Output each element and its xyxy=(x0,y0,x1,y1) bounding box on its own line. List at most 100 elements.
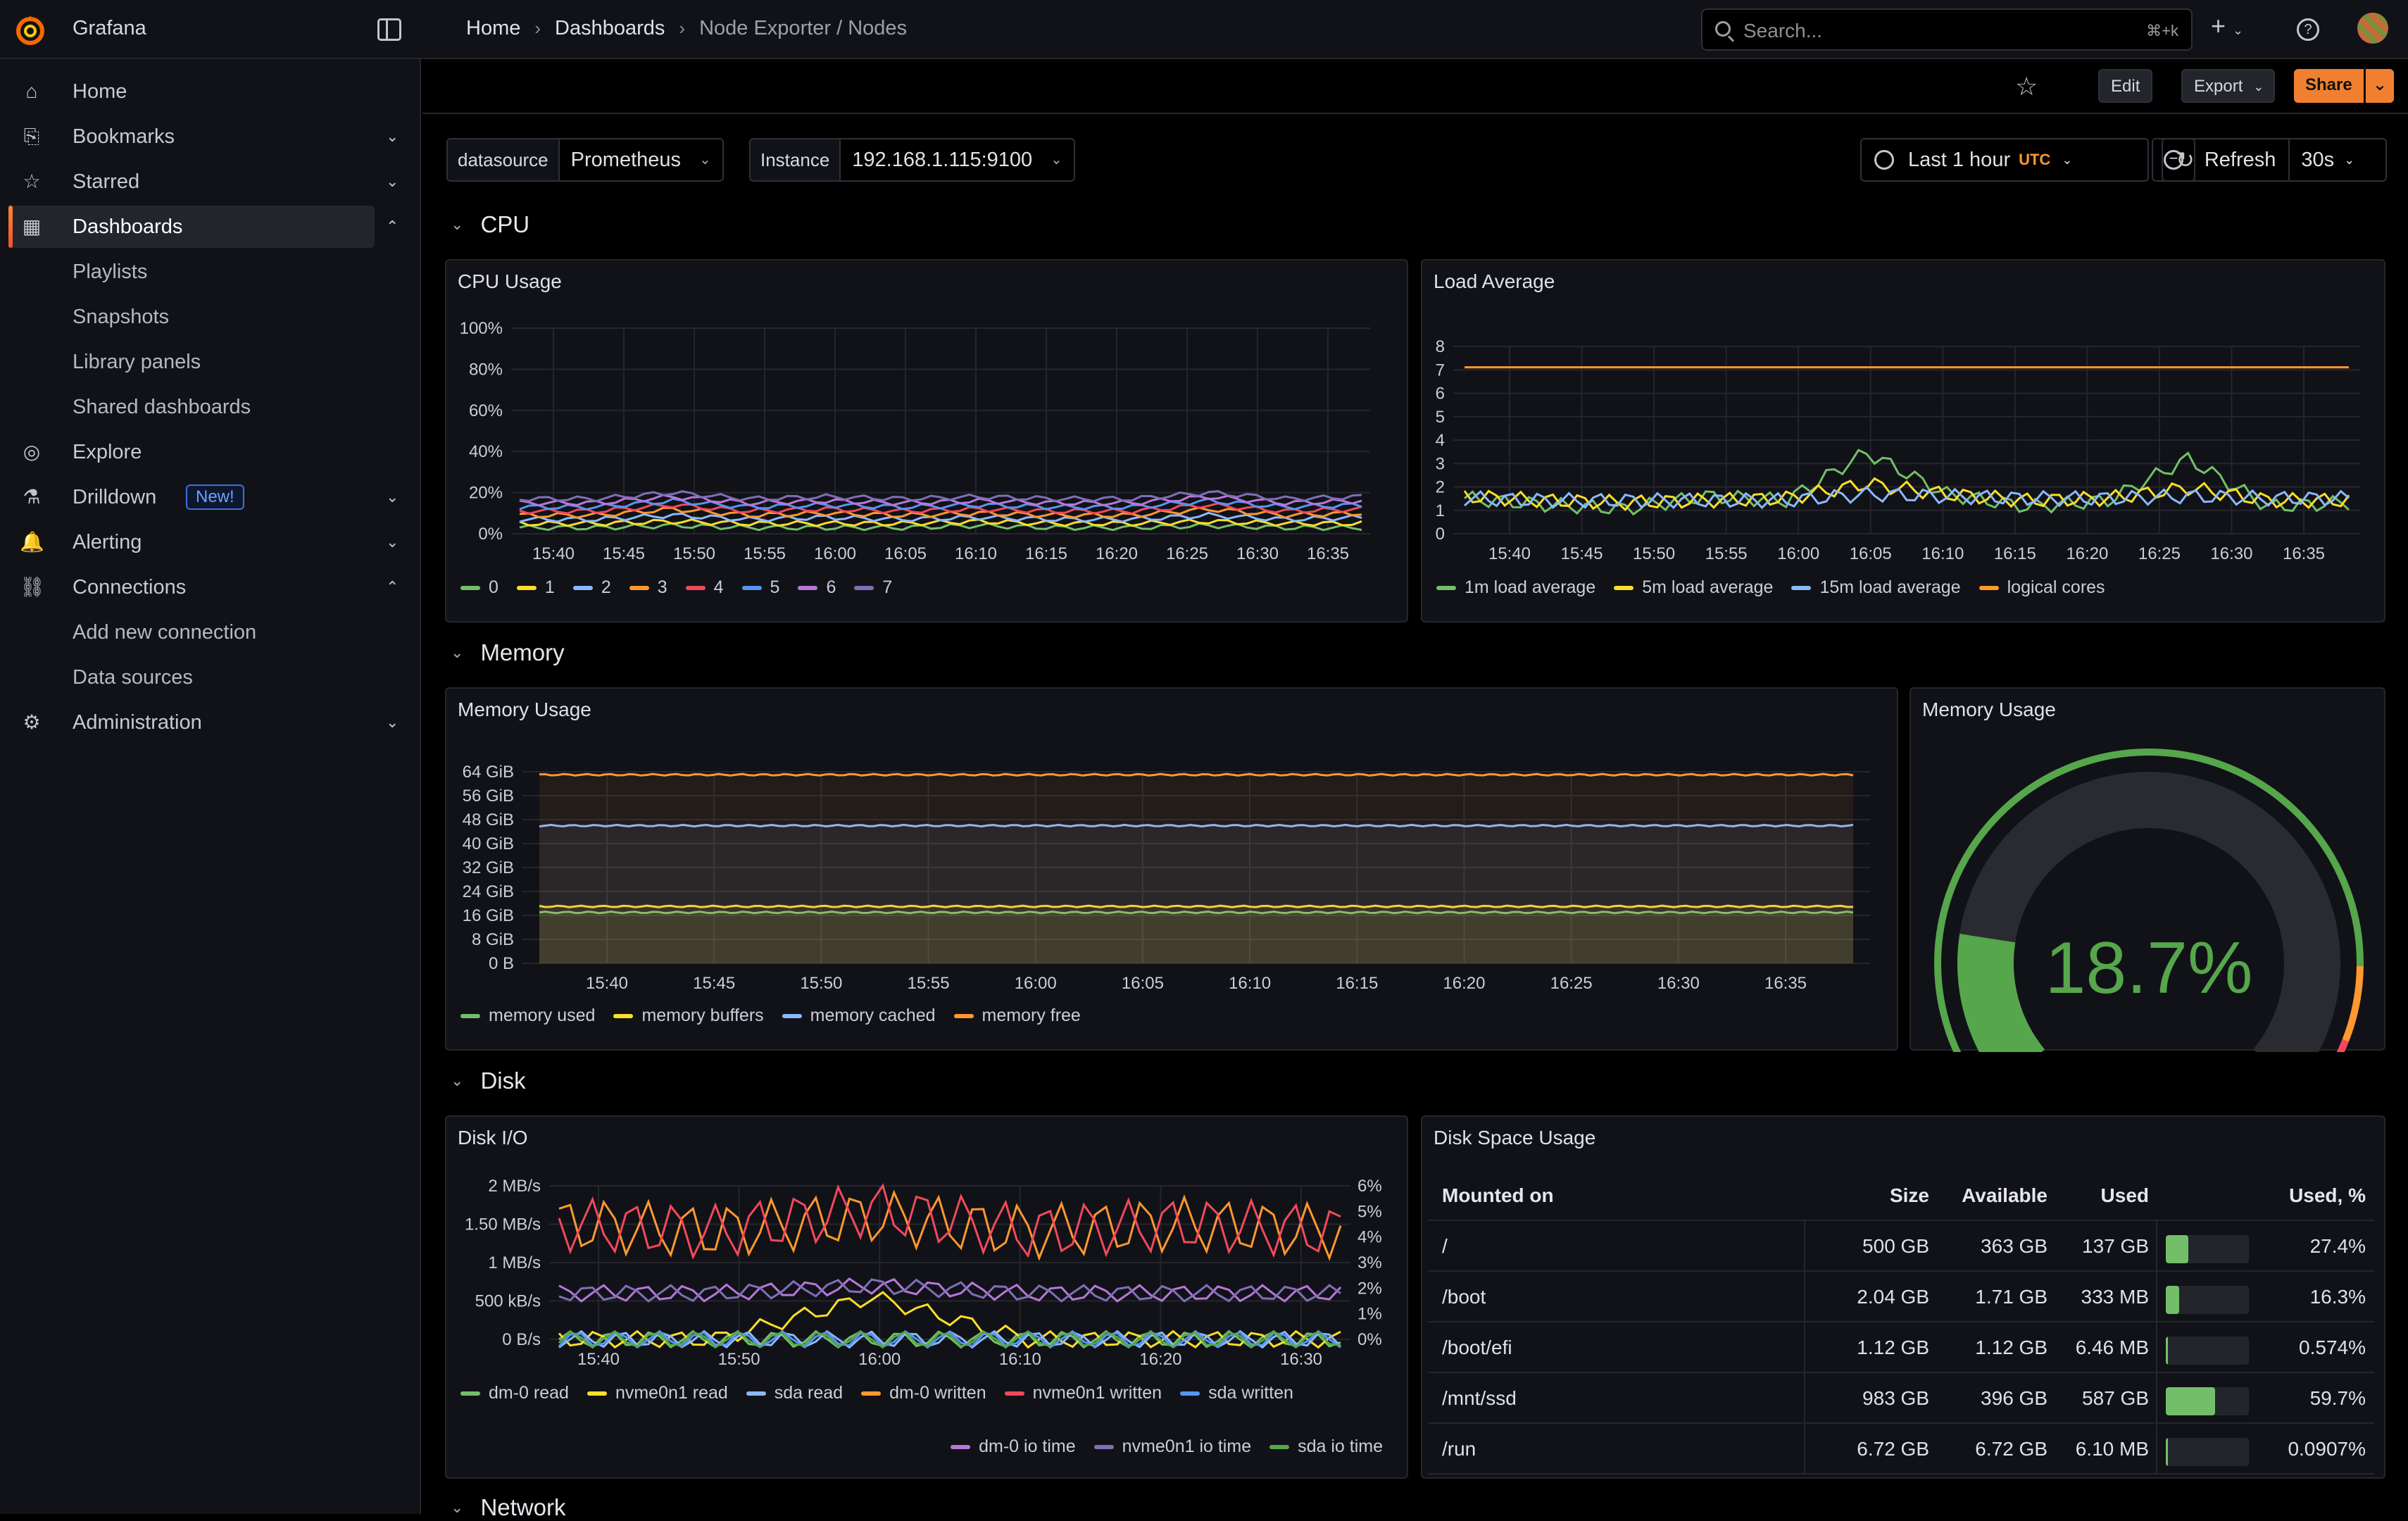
panel-disk-io[interactable]: Disk I/O 2 MB/s 1.50 MB/s 1 MB/s 500 kB/s 0 … xyxy=(445,1115,1408,1479)
sidebar-item-bookmarks[interactable]: ⎘ Bookmarks ⌄ xyxy=(0,115,408,158)
table-row[interactable]: /boot/efi 1.12 GB 1.12 GB 6.46 MB 0.574% xyxy=(1428,1322,2374,1373)
table-row[interactable]: / 500 GB 363 GB 137 GB 27.4% xyxy=(1428,1221,2374,1272)
legend-item[interactable]: sda read xyxy=(746,1383,843,1403)
legend-item[interactable]: sda io time xyxy=(1269,1436,1383,1457)
column-header[interactable]: Mounted on xyxy=(1442,1184,1554,1206)
legend-item[interactable]: 7 xyxy=(854,577,892,598)
legend-item[interactable]: sda written xyxy=(1180,1383,1293,1403)
legend-item[interactable]: memory cached xyxy=(782,1006,936,1026)
sidebar-item-data-sources[interactable]: Data sources xyxy=(0,656,408,699)
row-network[interactable]: ⌄ Network xyxy=(451,1494,565,1521)
panel-cpu-usage[interactable]: CPU Usage 100% 80% 60% 40% 20% 0% 15:40 15:45 15… xyxy=(445,259,1408,622)
chevron-down-icon[interactable]: ⌄ xyxy=(386,127,399,145)
share-dropdown-chevron-icon[interactable]: ⌄ xyxy=(2364,69,2394,103)
panel-load-average[interactable]: Load Average 8 7 6 5 4 3 2 1 0 15:40 15:45 15:50 15:… xyxy=(1421,259,2385,622)
x-tick-label: 16:00 xyxy=(814,544,856,563)
sidebar-item-library-panels[interactable]: Library panels xyxy=(0,341,408,383)
chevron-up-icon[interactable]: ⌃ xyxy=(386,578,399,596)
breadcrumb-home[interactable]: Home xyxy=(466,17,521,39)
series-area xyxy=(539,911,1853,963)
avatar[interactable] xyxy=(2357,13,2388,44)
variable-instance[interactable]: Instance 192.168.1.115:9100 ⌄ xyxy=(749,138,1075,182)
panel-memory-gauge[interactable]: Memory Usage 18.7% xyxy=(1910,687,2385,1052)
legend-item[interactable]: 0 xyxy=(460,577,498,598)
legend-item[interactable]: memory used xyxy=(460,1006,595,1026)
panel-disk-space[interactable]: Disk Space Usage Mounted on Size Available… xyxy=(1421,1115,2385,1479)
sidebar-item-starred[interactable]: ☆ Starred ⌄ xyxy=(0,161,408,203)
legend-item[interactable]: dm-0 written xyxy=(861,1383,986,1403)
chevron-up-icon[interactable]: ⌃ xyxy=(386,218,399,235)
sidebar-item-explore[interactable]: ◎ Explore xyxy=(0,431,408,473)
refresh-button[interactable]: Refresh xyxy=(2204,148,2276,171)
sidebar-item-shared-dashboards[interactable]: Shared dashboards xyxy=(0,386,408,428)
legend-item[interactable]: 3 xyxy=(629,577,667,598)
legend-item[interactable]: 4 xyxy=(685,577,724,598)
breadcrumb-dashboards[interactable]: Dashboards xyxy=(555,17,665,39)
legend-item[interactable]: 5m load average xyxy=(1614,577,1773,598)
legend-item[interactable]: dm-0 io time xyxy=(951,1436,1076,1457)
star-icon[interactable]: ☆ xyxy=(2015,72,2038,101)
grafana-logo-icon[interactable] xyxy=(14,14,46,46)
legend-item[interactable]: nvme0n1 written xyxy=(1004,1383,1162,1403)
column-divider xyxy=(1804,1373,1805,1424)
search-shortcut: ⌘+k xyxy=(2146,22,2178,39)
search-input[interactable]: Search... ⌘+k xyxy=(1701,8,2193,51)
legend-item[interactable]: 5 xyxy=(741,577,779,598)
sidebar-item-playlists[interactable]: Playlists xyxy=(0,251,408,293)
sidebar-item-alerting[interactable]: 🔔 Alerting ⌄ xyxy=(0,521,408,563)
chevron-down-icon[interactable]: ⌄ xyxy=(386,713,399,731)
usage-bar-fill xyxy=(2166,1286,2180,1314)
refresh-interval[interactable]: 30s xyxy=(2301,148,2335,171)
legend-item[interactable]: memory buffers xyxy=(613,1006,764,1026)
series-line-5 xyxy=(519,497,1362,511)
chevron-down-icon: ⌄ xyxy=(1051,152,1062,168)
column-divider xyxy=(2156,1322,2157,1373)
sidebar-item-label: Add new connection xyxy=(73,620,257,644)
chevron-down-icon[interactable]: ⌄ xyxy=(386,173,399,190)
row-cpu[interactable]: ⌄ CPU xyxy=(451,211,529,238)
chevron-down-icon[interactable]: ⌄ xyxy=(386,488,399,506)
sidebar-item-dashboards[interactable]: ▦ Dashboards ⌃ xyxy=(8,206,399,248)
legend-item[interactable]: dm-0 read xyxy=(460,1383,569,1403)
legend-item[interactable]: memory free xyxy=(953,1006,1081,1026)
export-button[interactable]: Export ⌄ xyxy=(2181,69,2276,103)
table-row[interactable]: /run 6.72 GB 6.72 GB 6.10 MB 0.0907% xyxy=(1428,1424,2374,1475)
refresh-icon: ↻ xyxy=(2176,147,2195,173)
x-tick-label: 16:25 xyxy=(1550,974,1593,993)
legend-item[interactable]: nvme0n1 read xyxy=(587,1383,728,1403)
sidebar-item-drilldown[interactable]: ⚗ Drilldown New! ⌄ xyxy=(0,476,408,518)
column-header[interactable]: Available xyxy=(1962,1184,2048,1206)
column-header[interactable]: Size xyxy=(1889,1184,1929,1206)
legend-item[interactable]: 1 xyxy=(516,577,555,598)
chevron-down-icon[interactable]: ⌄ xyxy=(386,533,399,551)
time-range-picker[interactable]: Last 1 hour UTC ⌄ xyxy=(1860,138,2149,182)
share-button[interactable]: Share xyxy=(2294,69,2364,103)
column-header[interactable]: Used xyxy=(2100,1184,2149,1206)
row-disk[interactable]: ⌄ Disk xyxy=(451,1068,526,1094)
dock-menu-icon[interactable] xyxy=(377,18,401,41)
sidebar-item-add-new-connection[interactable]: Add new connection xyxy=(0,611,408,653)
edit-button[interactable]: Edit xyxy=(2098,69,2153,103)
legend-item[interactable]: logical cores xyxy=(1979,577,2105,598)
sidebar-item-administration[interactable]: ⚙ Administration ⌄ xyxy=(0,701,408,744)
legend-item[interactable]: nvme0n1 io time xyxy=(1093,1436,1251,1457)
usage-bar xyxy=(2166,1438,2249,1466)
chevron-right-icon: › xyxy=(679,18,686,39)
help-icon[interactable]: ? xyxy=(2297,18,2319,41)
panel-memory-usage[interactable]: Memory Usage 64 GiB 56 GiB 48 GiB 40 GiB 32 … xyxy=(445,687,1898,1051)
sidebar-item-home[interactable]: ⌂ Home xyxy=(0,70,408,113)
column-header[interactable]: Used, % xyxy=(2289,1184,2366,1206)
legend-item[interactable]: 1m load average xyxy=(1436,577,1595,598)
new-plus-icon[interactable]: + ⌄ xyxy=(2211,11,2244,40)
legend-item[interactable]: 6 xyxy=(798,577,836,598)
table-row[interactable]: /boot 2.04 GB 1.71 GB 333 MB 16.3% xyxy=(1428,1272,2374,1322)
refresh-picker[interactable]: ↻ Refresh 30s ⌄ xyxy=(2162,138,2387,182)
table-row[interactable]: /mnt/ssd 983 GB 396 GB 587 GB 59.7% xyxy=(1428,1373,2374,1424)
row-memory[interactable]: ⌄ Memory xyxy=(451,639,565,666)
legend-label: nvme0n1 read xyxy=(615,1383,728,1403)
legend-item[interactable]: 15m load average xyxy=(1791,577,1961,598)
sidebar-item-snapshots[interactable]: Snapshots xyxy=(0,296,408,338)
variable-datasource[interactable]: datasource Prometheus ⌄ xyxy=(446,138,724,182)
sidebar-item-connections[interactable]: ⛓ Connections ⌃ xyxy=(0,566,408,608)
legend-item[interactable]: 2 xyxy=(572,577,611,598)
